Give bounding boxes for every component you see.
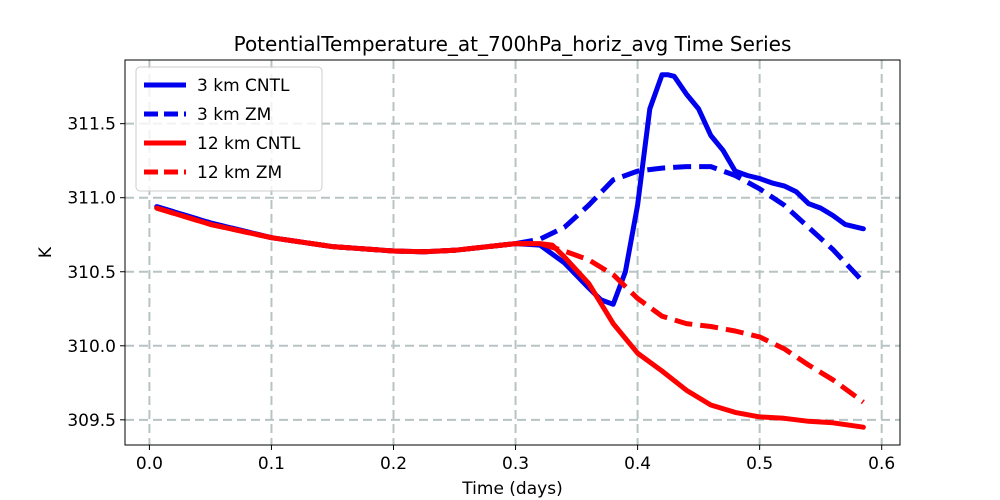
x-tick-label: 0.0 — [136, 454, 163, 474]
chart-title: PotentialTemperature_at_700hPa_horiz_avg… — [234, 32, 792, 56]
y-tick-label: 309.5 — [67, 411, 116, 431]
y-axis-label: K — [36, 246, 56, 258]
x-tick-label: 0.4 — [624, 454, 651, 474]
x-axis-ticks: 0.0 0.1 0.2 0.3 0.4 0.5 0.6 — [136, 445, 895, 474]
y-tick-label: 310.0 — [67, 337, 116, 357]
x-tick-label: 0.2 — [380, 454, 407, 474]
x-tick-label: 0.3 — [502, 454, 529, 474]
legend-label: 3 km ZM — [197, 105, 271, 125]
plot-area-frame — [124, 59, 901, 446]
y-tick-label: 310.5 — [67, 263, 116, 283]
plot-series — [154, 72, 866, 430]
x-tick-label: 0.1 — [258, 454, 285, 474]
legend-box — [135, 66, 323, 192]
y-tick-label: 311.5 — [67, 115, 116, 135]
x-axis-label: Time (days) — [461, 479, 562, 499]
legend-label: 3 km CNTL — [197, 76, 290, 96]
x-tick-label: 0.6 — [868, 454, 895, 474]
legend-label: 12 km CNTL — [197, 134, 301, 154]
legend-label: 12 km ZM — [197, 163, 282, 183]
legend: 3 km CNTL 3 km ZM 12 km CNTL 12 km ZM — [135, 66, 323, 192]
x-tick-label: 0.5 — [746, 454, 773, 474]
y-tick-label: 311.0 — [67, 189, 116, 209]
series-line-12-km-zm — [155, 205, 865, 405]
y-axis-ticks: 309.5 310.0 310.5 311.0 311.5 — [67, 115, 125, 431]
